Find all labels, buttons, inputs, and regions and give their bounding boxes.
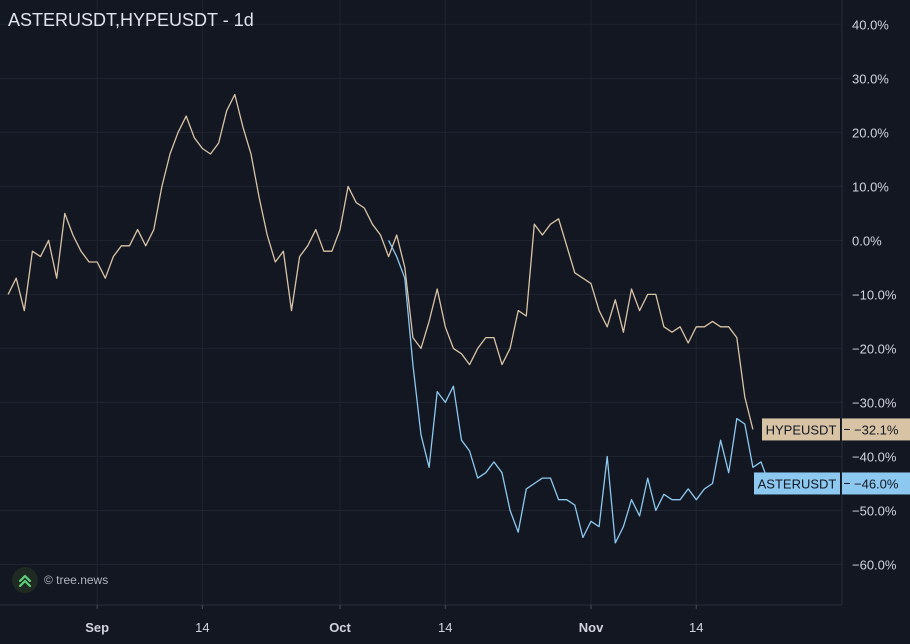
y-tick-label: −60.0% (852, 557, 897, 572)
x-tick-label: Nov (579, 620, 604, 635)
last-value-tag-asterusdt (842, 472, 910, 495)
last-value-tag-hypeusdt (842, 418, 910, 441)
series-name-label: ASTERUSDT (758, 476, 837, 491)
last-value-label: −46.0% (854, 476, 899, 491)
series-name-tag-asterusdt (754, 472, 840, 495)
chart-title: ASTERUSDT,HYPEUSDT - 1d (8, 10, 254, 30)
watermark-text: © tree.news (44, 573, 109, 587)
series-layer (7, 93, 770, 544)
x-tick-label: 14 (438, 620, 452, 635)
x-tick-label: 14 (689, 620, 703, 635)
price-scale: 40.0% 30.0% 20.0% 10.0% 0.0% −10.0% −20.0% −30.… (852, 17, 897, 572)
series-line-asterusdt[interactable] (388, 240, 770, 544)
last-value-label: −32.1% (854, 422, 899, 437)
series-name-label: HYPEUSDT (766, 422, 837, 437)
grid-layer (0, 0, 842, 605)
y-tick-label: 40.0% (852, 17, 889, 32)
y-tick-label: −30.0% (852, 395, 897, 410)
y-tick-label: 20.0% (852, 125, 889, 140)
y-tick-label: −50.0% (852, 503, 897, 518)
watermark: © tree.news (12, 567, 108, 593)
y-tick-label: −20.0% (852, 341, 897, 356)
y-tick-label: 30.0% (852, 71, 889, 86)
y-tick-label: 0.0% (852, 233, 882, 248)
series-line-hypeusdt[interactable] (7, 93, 754, 430)
x-tick-label: 14 (195, 620, 209, 635)
series-name-tag-hypeusdt (762, 418, 840, 441)
tree-logo-icon (12, 567, 38, 593)
last-value-labels: HYPEUSDT −32.1% ASTERUSDT −46.0% (754, 418, 910, 495)
y-tick-label: −10.0% (852, 287, 897, 302)
x-tick-label: Sep (85, 620, 109, 635)
y-tick-label: −40.0% (852, 449, 897, 464)
time-scale: Sep 14 Oct 14 Nov 14 (85, 605, 704, 635)
y-tick-label: 10.0% (852, 179, 889, 194)
x-tick-label: Oct (329, 620, 351, 635)
